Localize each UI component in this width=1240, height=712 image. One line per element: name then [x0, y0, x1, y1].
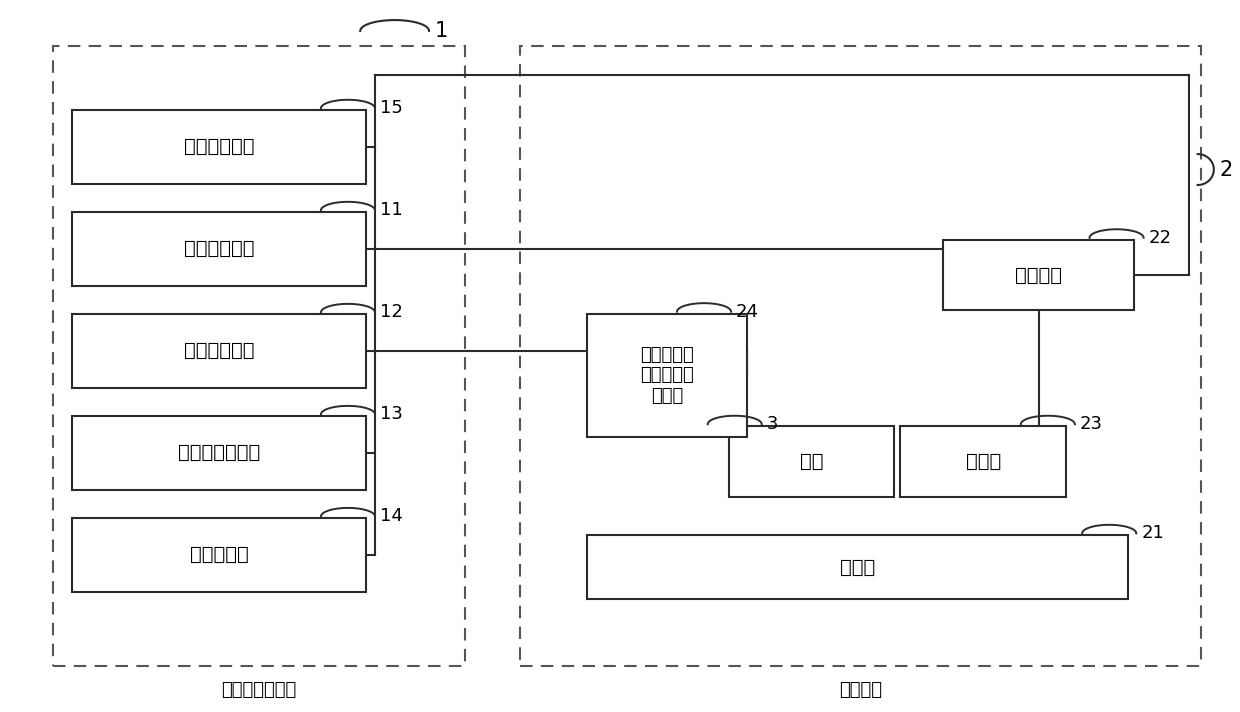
- Bar: [944, 240, 1133, 310]
- Text: 11: 11: [379, 201, 403, 219]
- Text: 时间设定模块: 时间设定模块: [184, 137, 254, 156]
- Bar: [72, 416, 366, 490]
- Text: 驱动电机: 驱动电机: [1016, 266, 1063, 285]
- Text: 测试设备: 测试设备: [839, 681, 882, 699]
- Text: 可显示计时模块: 可显示计时模块: [177, 444, 260, 462]
- Text: 24: 24: [737, 303, 759, 320]
- Text: 摩擦轮: 摩擦轮: [966, 452, 1001, 471]
- Bar: [72, 211, 366, 286]
- Bar: [72, 518, 366, 592]
- Bar: [72, 110, 366, 184]
- Text: 15: 15: [379, 99, 403, 117]
- Bar: [729, 426, 894, 497]
- Text: 非接触式表
面静电电压
传感器: 非接触式表 面静电电压 传感器: [640, 345, 694, 405]
- Bar: [53, 46, 465, 666]
- Text: 14: 14: [379, 508, 403, 525]
- Text: 3: 3: [766, 415, 779, 434]
- Text: 频率设定模块: 频率设定模块: [184, 239, 254, 258]
- Text: 12: 12: [379, 303, 403, 321]
- Text: 电压记录模块: 电压记录模块: [184, 341, 254, 360]
- Text: 远控及记录设备: 远控及记录设备: [221, 681, 296, 699]
- Bar: [520, 46, 1202, 666]
- Bar: [588, 535, 1127, 599]
- Bar: [72, 314, 366, 387]
- Bar: [900, 426, 1066, 497]
- Text: 2: 2: [1220, 159, 1234, 179]
- Text: 载物台: 载物台: [839, 557, 875, 577]
- Text: 13: 13: [379, 405, 403, 424]
- Text: 可控开关键: 可控开关键: [190, 545, 248, 565]
- Text: 23: 23: [1080, 415, 1102, 434]
- Bar: [588, 314, 746, 437]
- Text: 22: 22: [1148, 229, 1172, 247]
- Text: 1: 1: [435, 21, 449, 41]
- Text: 21: 21: [1141, 524, 1164, 543]
- Text: 炸药: 炸药: [800, 452, 823, 471]
